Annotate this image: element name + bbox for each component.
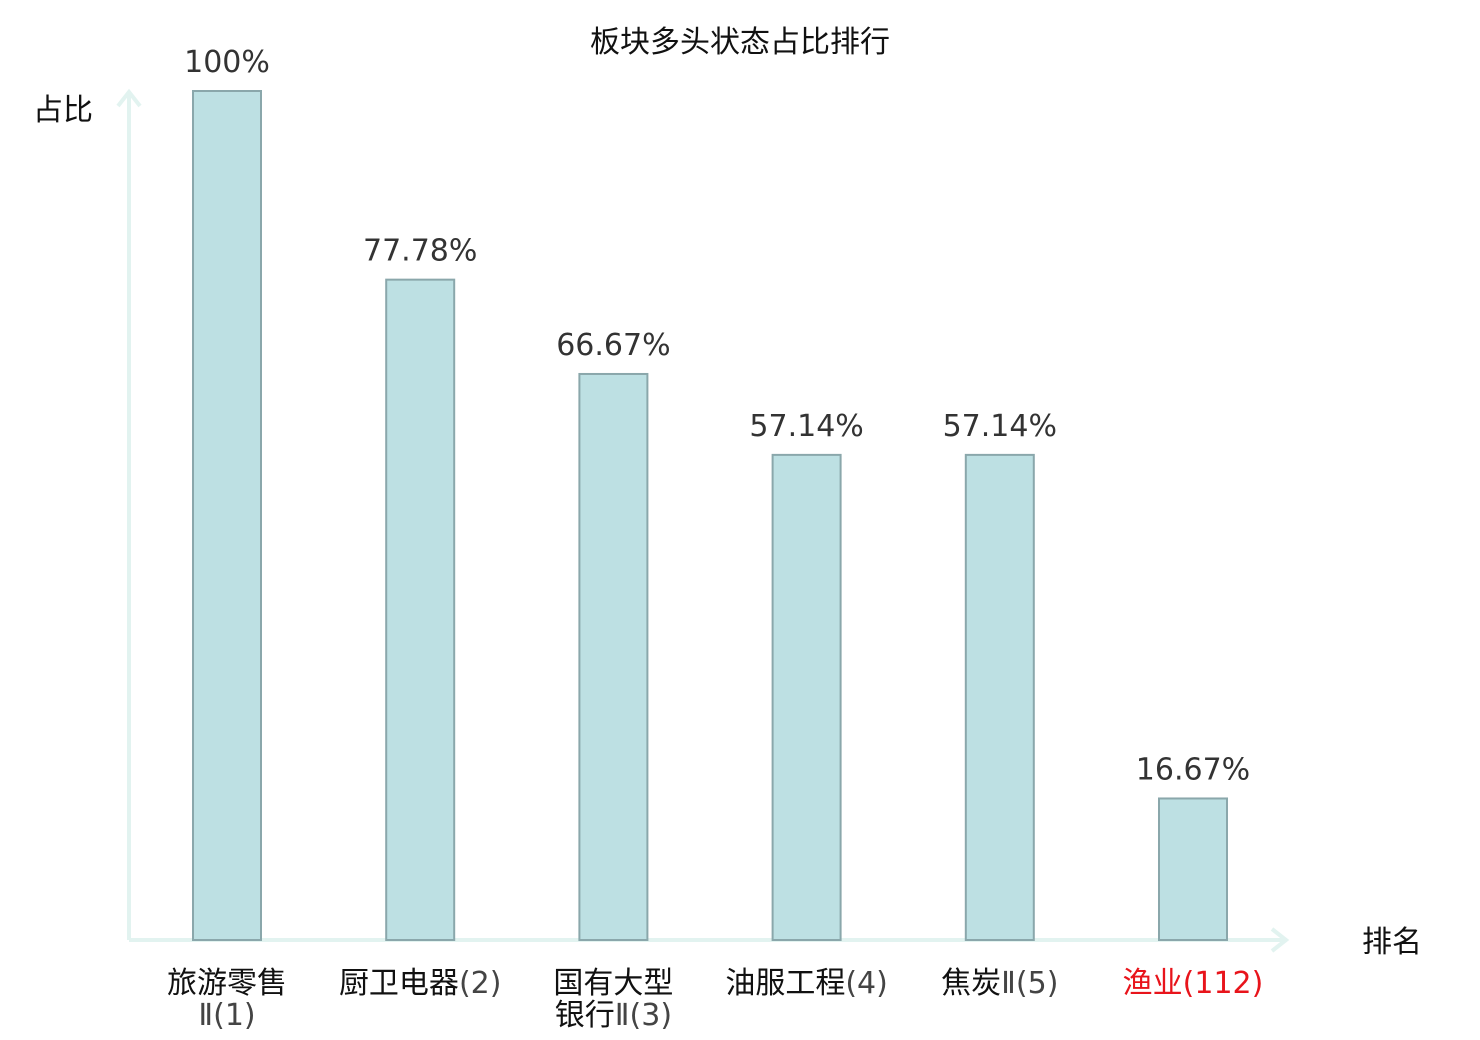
x-axis-label: 排名 [1362, 925, 1422, 960]
x-tick-label: 国有大型 [553, 966, 673, 1001]
bar [385, 278, 456, 941]
tick-name: 油服工程 [725, 966, 845, 1001]
bar [1158, 797, 1228, 941]
x-tick-label: 焦炭Ⅱ(5) [941, 966, 1058, 1001]
tick-name: 焦炭 [941, 966, 1001, 1001]
axes [116, 88, 1290, 953]
bar [578, 372, 649, 942]
tick-rank: Ⅱ(3) [615, 998, 672, 1033]
x-tick-label: 旅游零售 [167, 966, 287, 1001]
chart-title: 板块多头状态占比排行 [590, 25, 890, 60]
tick-rank: Ⅱ(1) [198, 998, 255, 1033]
y-axis-label: 占比 [33, 93, 93, 128]
tick-name: 厨卫电器 [339, 966, 459, 1001]
bar [192, 90, 262, 941]
bar [964, 453, 1035, 941]
tick-name: 渔业 [1123, 966, 1183, 1001]
tick-rank: (4) [845, 966, 888, 1001]
tick-rank: (112) [1183, 966, 1264, 1001]
x-tick-label: 银行Ⅱ(3) [555, 998, 672, 1033]
tick-name: 国有大型 [553, 966, 673, 1001]
bars [192, 90, 1228, 942]
bar [771, 453, 842, 941]
x-tick-label: 厨卫电器(2) [339, 966, 502, 1001]
tick-rank: (2) [459, 966, 502, 1001]
x-tick-label: Ⅱ(1) [198, 998, 255, 1033]
bar-value-label: 66.67% [556, 328, 670, 363]
bar-value-label: 16.67% [1136, 752, 1250, 787]
x-tick-label: 渔业(112) [1123, 966, 1264, 1001]
y-axis-arrow [116, 88, 142, 108]
bar-value-label: 77.78% [363, 234, 477, 269]
bar-value-label: 57.14% [749, 409, 863, 444]
tick-rank: Ⅱ(5) [1001, 966, 1058, 1001]
bar-value-label: 100% [184, 45, 270, 80]
tick-name: 旅游零售 [167, 966, 287, 1001]
bar-value-label: 57.14% [943, 409, 1057, 444]
tick-name: 银行 [555, 998, 615, 1033]
value-labels: 100% 77.78% 66.67% 57.14% 57.14% 16.67% [184, 45, 1250, 787]
x-tick-label: 油服工程(4) [725, 966, 888, 1001]
x-axis-arrow [1270, 927, 1290, 953]
